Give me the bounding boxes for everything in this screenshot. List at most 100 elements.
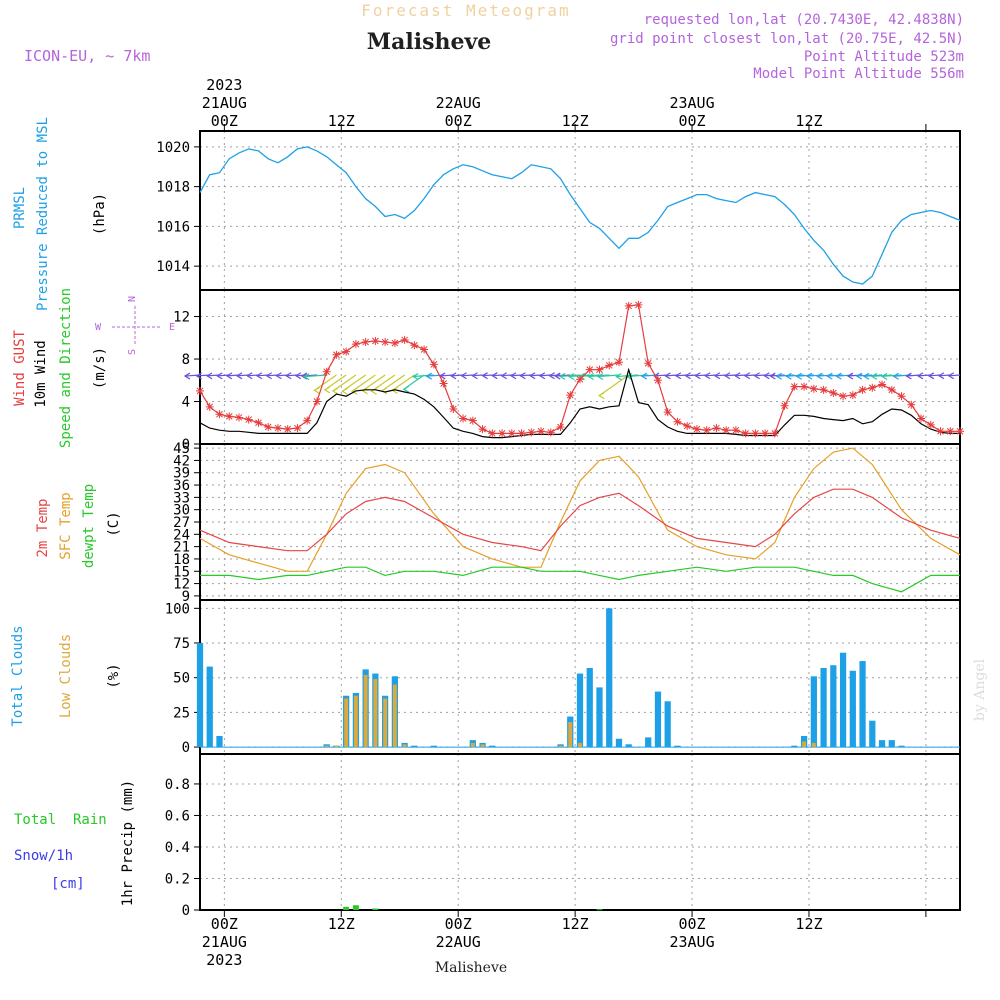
low-cloud-bar [344, 698, 349, 748]
gust-marker [537, 427, 546, 436]
y-tick-label: 1018 [156, 180, 190, 196]
top-axis-label: 00Z [445, 112, 472, 130]
gust-marker [761, 429, 770, 438]
gust-marker [468, 416, 477, 425]
wind-arrow-head [183, 372, 191, 380]
wind-arrow-head [892, 372, 899, 380]
precip-label-axis: 1hr Precip (mm) [120, 780, 136, 906]
wind-arrow-head [313, 386, 320, 394]
wind-arrow-head [674, 372, 682, 380]
gust-marker [400, 335, 409, 344]
top-axis-label: 22AUG [436, 94, 481, 112]
wind-panel: 0 4 8 12 [173, 289, 964, 453]
gust-marker [878, 380, 887, 389]
y-tick-label: 1020 [156, 140, 190, 156]
gust-marker [478, 425, 487, 434]
gust-marker [225, 412, 234, 421]
wind-arrow-head [294, 372, 302, 380]
wind-direction-arrow [295, 374, 308, 377]
total-cloud-bar [869, 720, 876, 748]
precipitation-panel: 0 0.2 0.4 0.6 0.8 [165, 753, 961, 919]
gust-marker [926, 420, 935, 429]
wind-arrow-head [846, 372, 854, 380]
y-tick-label: 21 [173, 540, 190, 556]
gust-marker [420, 345, 429, 354]
location-title: Malisheve [367, 29, 491, 55]
bottom-axis-label: 12Z [328, 915, 355, 933]
gust-marker [624, 301, 633, 310]
wind-arrow-head [538, 372, 546, 380]
y-tick-label: 8 [182, 352, 190, 368]
wind-direction-arrow [675, 374, 688, 377]
compass-rose: N W E S [95, 296, 175, 355]
gust-marker [273, 424, 282, 433]
y-tick-label: 1014 [156, 259, 190, 275]
wind-direction-arrow [871, 374, 892, 378]
wind-arrow-head [916, 372, 924, 380]
bottom-axis-label: 00Z [211, 915, 238, 933]
wind-direction-arrow [266, 374, 278, 377]
top-axis-label: 21AUG [202, 94, 247, 112]
wind-arrow-head [615, 373, 622, 381]
gust-marker [585, 365, 594, 374]
gust-marker [946, 427, 955, 436]
compass-s: S [127, 349, 138, 355]
gust-marker [692, 425, 701, 434]
y-tick-label: 9 [182, 589, 190, 605]
gust-marker [254, 418, 263, 427]
wind-arrow-head [567, 372, 575, 380]
wind-arrow-head [216, 372, 223, 380]
point-altitude: Point Altitude 523m [804, 49, 964, 65]
gust-marker [429, 360, 438, 369]
total-cloud-bar [411, 745, 418, 748]
total-cloud-bar [839, 652, 847, 748]
gust-marker [722, 426, 731, 435]
y-tick-label: 30 [173, 503, 190, 519]
low-cloud-bar [402, 744, 407, 748]
gust-marker [712, 424, 721, 433]
top-axis-label: 2023 [206, 76, 242, 94]
wind-arrow-head [331, 387, 339, 395]
wind-direction-arrow [286, 374, 298, 377]
pressure-label-unit: (hPa) [92, 193, 108, 235]
requested-coords: requested lon,lat (20.7430E, 42.4838N) [644, 12, 964, 28]
wind-arrow-head [640, 372, 648, 380]
wind-direction-arrow [796, 374, 814, 377]
total-cloud-bar [664, 701, 671, 748]
low-cloud-bar [568, 722, 573, 748]
wind-arrow-head [862, 372, 870, 380]
model-altitude: Model Point Altitude 556m [753, 66, 964, 82]
wind-arrow-head [684, 372, 691, 380]
wind-direction-arrow [226, 374, 240, 377]
gust-marker [303, 416, 312, 425]
wind-direction-arrow [413, 374, 434, 378]
gridpoint-coords: grid point closest lon,lat (20.75E, 42.5… [610, 31, 964, 47]
wind-direction-arrow [451, 374, 464, 377]
gust-marker [897, 392, 906, 401]
wind-arrow-head [733, 372, 741, 380]
y-tick-label: 100 [165, 601, 190, 617]
wind-arrow-head [743, 372, 751, 380]
wind-direction-arrow [928, 374, 941, 377]
wind-direction-arrow [776, 374, 795, 377]
y-tick-label: 27 [173, 515, 190, 531]
wind-arrow-head [785, 372, 792, 380]
bottom-axis-label: 21AUG [202, 933, 247, 951]
wind-label-gust: Wind GUST [12, 330, 28, 406]
gust-marker [751, 429, 760, 438]
total-cloud-bar [878, 740, 886, 748]
y-tick-label: 0 [182, 437, 190, 453]
wind-direction-arrow [744, 374, 756, 377]
gust-marker [546, 428, 555, 437]
wind-arrow-head [402, 385, 410, 393]
total-cloud-bar [586, 667, 593, 748]
gust-marker [634, 300, 643, 309]
y-tick-label: 0.6 [165, 808, 190, 824]
clouds-label-total: Total Clouds [10, 625, 26, 726]
wind-arrow-head [753, 372, 760, 380]
wind-direction-arrow [881, 374, 902, 377]
low-cloud-bar [383, 698, 388, 748]
gust-marker [819, 385, 828, 394]
